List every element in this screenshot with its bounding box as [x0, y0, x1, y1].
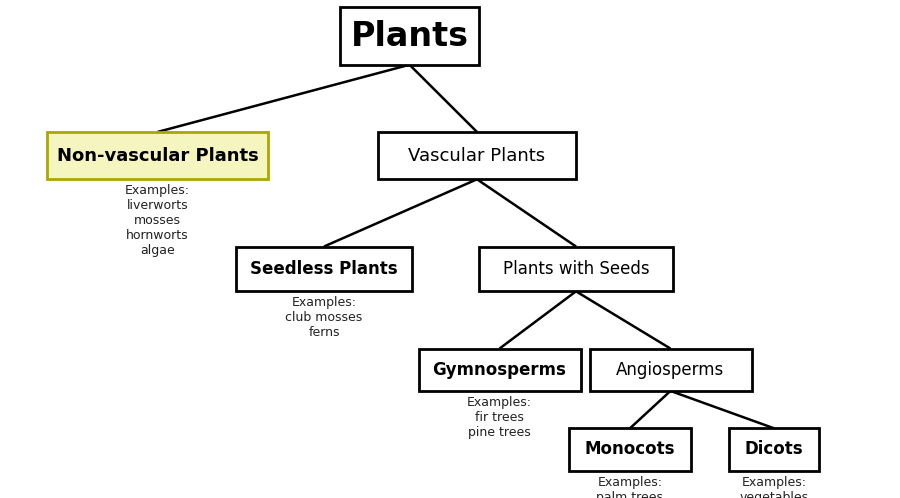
Text: Plants: Plants	[350, 19, 469, 53]
FancyBboxPatch shape	[47, 132, 268, 179]
Text: Vascular Plants: Vascular Plants	[409, 146, 545, 165]
FancyBboxPatch shape	[378, 132, 576, 179]
FancyBboxPatch shape	[236, 247, 411, 291]
Text: Examples:
club mosses
ferns: Examples: club mosses ferns	[285, 296, 363, 339]
Text: Non-vascular Plants: Non-vascular Plants	[57, 146, 258, 165]
Text: Examples:
vegetables
flowers: Examples: vegetables flowers	[740, 476, 808, 498]
Text: Dicots: Dicots	[744, 440, 804, 459]
Text: Plants with Seeds: Plants with Seeds	[503, 260, 649, 278]
Text: Seedless Plants: Seedless Plants	[250, 260, 398, 278]
FancyBboxPatch shape	[569, 428, 691, 471]
FancyBboxPatch shape	[729, 428, 819, 471]
FancyBboxPatch shape	[340, 7, 479, 65]
FancyBboxPatch shape	[590, 349, 752, 391]
Text: Examples:
liverworts
mosses
hornworts
algae: Examples: liverworts mosses hornworts al…	[125, 184, 190, 257]
FancyBboxPatch shape	[479, 247, 673, 291]
Text: Monocots: Monocots	[585, 440, 675, 459]
Text: Examples:
fir trees
pine trees: Examples: fir trees pine trees	[467, 396, 532, 439]
Text: Gymnosperms: Gymnosperms	[433, 361, 566, 379]
FancyBboxPatch shape	[418, 349, 580, 391]
Text: Examples:
palm trees
tulips
lillies
orchids: Examples: palm trees tulips lillies orch…	[597, 476, 663, 498]
Text: Angiosperms: Angiosperms	[616, 361, 724, 379]
